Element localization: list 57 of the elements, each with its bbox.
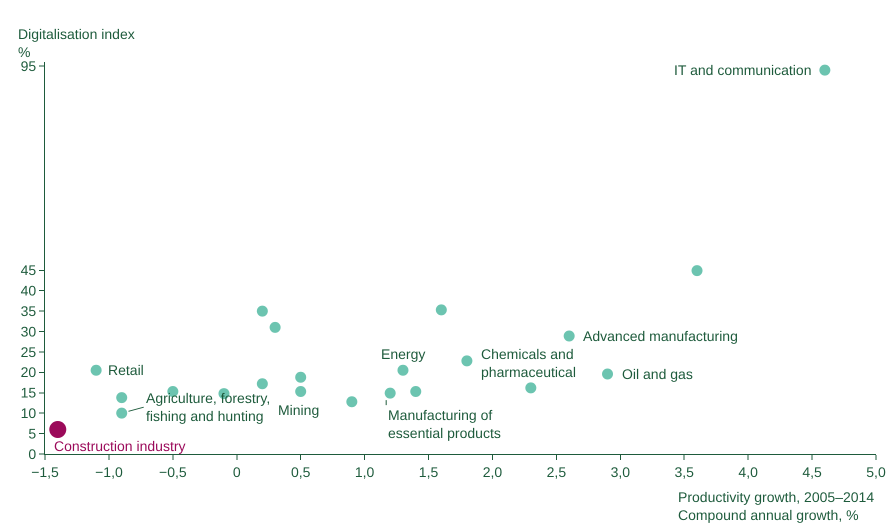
- point: [116, 392, 128, 404]
- x-tick-label: 4,0: [738, 464, 758, 480]
- y-tick-label: 20: [20, 364, 36, 380]
- point: [525, 382, 536, 394]
- y-tick-label: 45: [20, 262, 36, 278]
- annotation: Advanced manufacturing: [583, 328, 738, 344]
- point: [564, 330, 575, 342]
- point: [384, 388, 396, 399]
- y-tick-label: 5: [28, 425, 36, 442]
- y-tick-label: 0: [28, 446, 36, 462]
- point: [602, 368, 614, 380]
- annotation: Energy: [381, 346, 426, 362]
- point: [436, 304, 447, 316]
- y-tick-label: 35: [20, 302, 36, 319]
- annotation: Retail: [108, 362, 144, 378]
- x-tick-label: 3,5: [674, 464, 694, 480]
- annotation: Chemicals and pharmaceutical: [481, 346, 576, 380]
- x-tick-label: −0,5: [159, 464, 187, 480]
- x-tick-label: −1,0: [95, 464, 123, 480]
- point: [270, 322, 281, 333]
- x-tick-label: 0: [232, 464, 241, 480]
- point: [410, 386, 422, 398]
- annotation: Agriculture, forestry, fishing and hunting: [146, 390, 270, 424]
- annotation: Manufacturing of essential products: [388, 407, 501, 442]
- point: [256, 306, 268, 317]
- point: [295, 386, 306, 398]
- y-tick-label: 25: [20, 344, 36, 360]
- x-tick-label: 3,0: [610, 464, 630, 480]
- x-axis-title: Productivity growth, 2005–2014 Compound annual growth, %: [678, 489, 874, 524]
- point: [346, 396, 358, 408]
- y-tick-label: 95: [20, 58, 36, 74]
- x-tick-label: 2,5: [546, 464, 566, 480]
- point: [295, 372, 306, 383]
- annotation: Mining: [278, 402, 320, 418]
- point: [90, 364, 102, 376]
- point: [116, 408, 128, 419]
- x-tick-label: 4,5: [802, 464, 822, 480]
- point: [819, 64, 830, 76]
- x-tick-label: 2,0: [482, 464, 502, 480]
- y-tick-label: 30: [20, 323, 36, 340]
- x-tick-label: 1,5: [418, 464, 438, 480]
- annotation: Construction industry: [54, 438, 186, 454]
- y-tick-label: 15: [20, 384, 36, 401]
- point: [692, 265, 703, 276]
- point: [256, 378, 268, 390]
- y-tick-label: 40: [20, 282, 36, 299]
- y-axis-title: Digitalisation index %: [18, 26, 135, 60]
- point: [461, 355, 472, 366]
- x-tick-label: 1,0: [354, 464, 375, 480]
- point: [397, 364, 408, 376]
- x-tick-label: 5,0: [866, 464, 886, 480]
- annotation: Oil and gas: [622, 366, 693, 382]
- annotation: IT and communication: [674, 62, 812, 78]
- x-tick-label: −1,5: [31, 464, 60, 480]
- y-tick-label: 10: [20, 405, 36, 422]
- x-tick-label: 0,5: [290, 464, 311, 480]
- point: [49, 421, 66, 438]
